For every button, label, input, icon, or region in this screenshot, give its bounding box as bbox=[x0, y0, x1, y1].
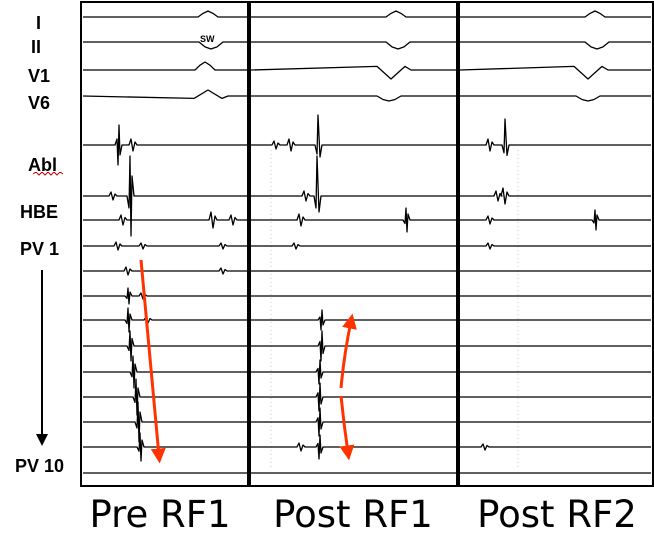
trace-row-11-panel-1 bbox=[251, 330, 456, 362]
trace-row-3-panel-2 bbox=[460, 95, 651, 102]
trace-row-0-panel-0 bbox=[83, 10, 247, 18]
trace-row-5-panel-2 bbox=[460, 187, 651, 205]
trace-row-13-panel-0 bbox=[83, 378, 247, 416]
trace-row-11-panel-0 bbox=[83, 330, 247, 362]
post-rf1-downward-arrow bbox=[339, 395, 355, 461]
lead-label-v6: V6 bbox=[28, 93, 51, 113]
caption-pre-rf1: Pre RF1 bbox=[89, 493, 231, 536]
trace-row-10-panel-0 bbox=[83, 307, 247, 333]
trace-row-5-panel-1 bbox=[251, 155, 456, 213]
trace-row-3-panel-1 bbox=[251, 95, 456, 102]
lead-label-abl: Abl bbox=[28, 155, 57, 175]
trace-row-9-panel-0 bbox=[83, 287, 247, 305]
trace-row-1-panel-0 bbox=[83, 41, 247, 50]
caption-post-rf2: Post RF2 bbox=[477, 493, 637, 536]
lead-label-hbe: HBE bbox=[20, 202, 59, 222]
trace-row-1-panel-2 bbox=[460, 41, 651, 50]
lead-label-i: I bbox=[36, 13, 42, 33]
lead-label-ii: II bbox=[31, 37, 42, 57]
trace-row-0-panel-1 bbox=[251, 10, 456, 18]
trace-row-8-panel-0 bbox=[83, 266, 247, 276]
timing-gridlines bbox=[270, 150, 519, 470]
trace-row-12-panel-0 bbox=[83, 355, 247, 389]
trace-row-2-panel-0 bbox=[83, 61, 247, 71]
trace-row-7-panel-0 bbox=[83, 241, 247, 251]
ecg-traces bbox=[82, 10, 651, 474]
pre-rf1-activation-arrow bbox=[139, 259, 166, 464]
trace-row-7-panel-2 bbox=[460, 242, 651, 250]
lead-label-v1: V1 bbox=[28, 66, 51, 86]
tracing-frame bbox=[80, 1, 654, 487]
trace-row-4-panel-1 bbox=[251, 114, 456, 158]
trace-row-10-panel-1 bbox=[251, 309, 456, 331]
caption-post-rf1: Post RF1 bbox=[273, 493, 433, 536]
trace-row-7-panel-1 bbox=[251, 242, 456, 250]
trace-row-6-panel-2 bbox=[460, 209, 651, 231]
trace-row-3-panel-0 bbox=[82, 89, 247, 100]
lead-label-pv1: PV 1 bbox=[20, 239, 60, 259]
trace-row-13-panel-1 bbox=[251, 382, 456, 412]
sw-annotation: SW bbox=[200, 34, 215, 44]
lead-label-pv10: PV 10 bbox=[15, 456, 65, 476]
post-rf1-upward-arrow bbox=[339, 313, 357, 389]
spellcheck-squiggle bbox=[33, 172, 63, 176]
trace-row-6-panel-1 bbox=[251, 207, 456, 233]
trace-row-12-panel-1 bbox=[251, 359, 456, 385]
trace-row-2-panel-2 bbox=[459, 65, 651, 80]
activation-arrows bbox=[139, 259, 357, 464]
trace-row-15-panel-2 bbox=[460, 443, 651, 451]
trace-row-4-panel-0 bbox=[83, 124, 247, 166]
trace-row-15-panel-0 bbox=[83, 432, 247, 462]
panel-dividers bbox=[247, 2, 460, 486]
trace-row-1-panel-1 bbox=[251, 41, 456, 50]
trace-row-5-panel-0 bbox=[83, 155, 247, 237]
trace-row-2-panel-1 bbox=[250, 65, 456, 80]
trace-row-0-panel-2 bbox=[460, 10, 651, 18]
trace-row-4-panel-2 bbox=[460, 118, 651, 157]
trace-row-14-panel-1 bbox=[251, 407, 456, 437]
trace-row-14-panel-0 bbox=[83, 401, 247, 443]
trace-row-15-panel-1 bbox=[251, 434, 456, 460]
trace-row-6-panel-0 bbox=[83, 211, 247, 229]
